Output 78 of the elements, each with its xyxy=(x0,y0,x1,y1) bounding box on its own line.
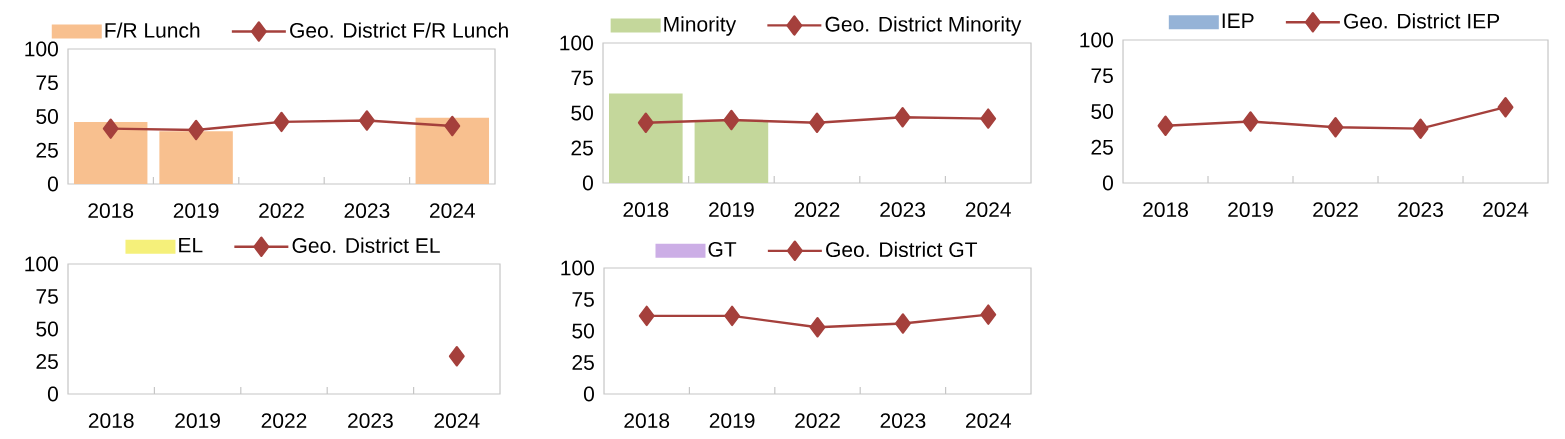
x-tick-label: 2018 xyxy=(623,202,669,218)
y-tick-label: 50 xyxy=(1091,104,1113,119)
point xyxy=(273,111,290,133)
y-tick-label: 100 xyxy=(25,41,58,57)
legend-label: Geo. District IEP xyxy=(1344,13,1500,29)
point xyxy=(809,317,826,338)
point xyxy=(638,305,655,327)
y-tick-label: 0 xyxy=(583,386,594,402)
y-tick-label: 50 xyxy=(36,109,58,124)
y-tick-label: 75 xyxy=(571,70,593,86)
x-tick-label: 2019 xyxy=(1228,202,1273,218)
point xyxy=(444,115,461,137)
point xyxy=(1157,115,1174,136)
x-tick-label: 2023 xyxy=(880,202,926,218)
point xyxy=(1412,118,1429,139)
y-tick-label: 75 xyxy=(1091,68,1113,84)
point xyxy=(1327,117,1344,138)
point xyxy=(724,305,741,327)
x-tick-label: 2022 xyxy=(794,202,840,218)
bar xyxy=(159,131,233,184)
bar xyxy=(415,117,490,184)
x-tick-label: 2023 xyxy=(344,203,390,219)
y-tick-label: 50 xyxy=(36,321,58,337)
y-tick-label: 25 xyxy=(572,355,594,370)
legend-label: Geo. District GT xyxy=(826,241,978,258)
x-tick-label: 2024 xyxy=(429,203,476,219)
x-tick-label: 2023 xyxy=(1398,202,1443,218)
legend-label: F/R Lunch xyxy=(105,22,200,38)
y-tick-label: 75 xyxy=(572,292,594,307)
point xyxy=(102,118,119,139)
y-tick-label: 25 xyxy=(36,354,58,369)
y-tick-label: 100 xyxy=(560,35,593,51)
x-tick-label: 2024 xyxy=(966,413,1012,429)
x-tick-label: 2023 xyxy=(880,413,926,429)
x-tick-label: 2024 xyxy=(965,202,1011,218)
x-tick-label: 2024 xyxy=(1483,202,1529,218)
y-tick-label: 25 xyxy=(1091,139,1113,155)
legend-label: IEP xyxy=(1222,13,1254,28)
y-tick-label: 100 xyxy=(1080,32,1113,48)
legend-label: Geo. District F/R Lunch xyxy=(290,22,508,38)
x-tick-label: 2019 xyxy=(175,413,220,429)
x-tick-label: 2023 xyxy=(348,413,393,429)
x-tick-label: 2019 xyxy=(709,202,754,218)
point xyxy=(1497,97,1514,118)
legend-label: Geo. District EL xyxy=(292,237,440,253)
y-tick-label: 0 xyxy=(582,175,593,191)
legend-label: Minority xyxy=(664,16,737,36)
y-tick-label: 75 xyxy=(36,289,58,304)
x-tick-label: 2018 xyxy=(88,203,134,219)
legend-label: GT xyxy=(708,241,737,257)
y-tick-label: 0 xyxy=(47,176,58,192)
y-tick-label: 50 xyxy=(571,105,593,121)
point xyxy=(980,304,997,325)
legend-label: EL xyxy=(179,237,203,253)
y-tick-label: 0 xyxy=(47,386,58,402)
x-tick-label: 2022 xyxy=(261,413,307,429)
x-tick-label: 2018 xyxy=(624,413,670,429)
y-tick-label: 25 xyxy=(36,142,58,158)
y-tick-label: 50 xyxy=(572,323,594,339)
y-tick-label: 75 xyxy=(36,75,58,91)
x-tick-label: 2024 xyxy=(434,413,480,429)
y-tick-label: 25 xyxy=(571,140,593,156)
bar xyxy=(73,121,148,184)
point xyxy=(894,313,911,334)
x-tick-label: 2022 xyxy=(259,203,304,219)
legend-label: Geo. District Minority xyxy=(825,16,1022,36)
point xyxy=(1242,111,1259,132)
point xyxy=(188,119,205,141)
x-tick-label: 2022 xyxy=(795,413,840,429)
x-tick-label: 2018 xyxy=(1143,202,1188,218)
x-tick-label: 2019 xyxy=(709,413,755,429)
x-tick-label: 2022 xyxy=(1313,202,1358,218)
x-tick-label: 2019 xyxy=(173,203,219,219)
y-tick-label: 100 xyxy=(25,256,58,272)
y-tick-label: 0 xyxy=(1102,175,1113,191)
point xyxy=(358,110,375,131)
x-tick-label: 2018 xyxy=(88,413,134,429)
y-tick-label: 100 xyxy=(561,260,594,276)
